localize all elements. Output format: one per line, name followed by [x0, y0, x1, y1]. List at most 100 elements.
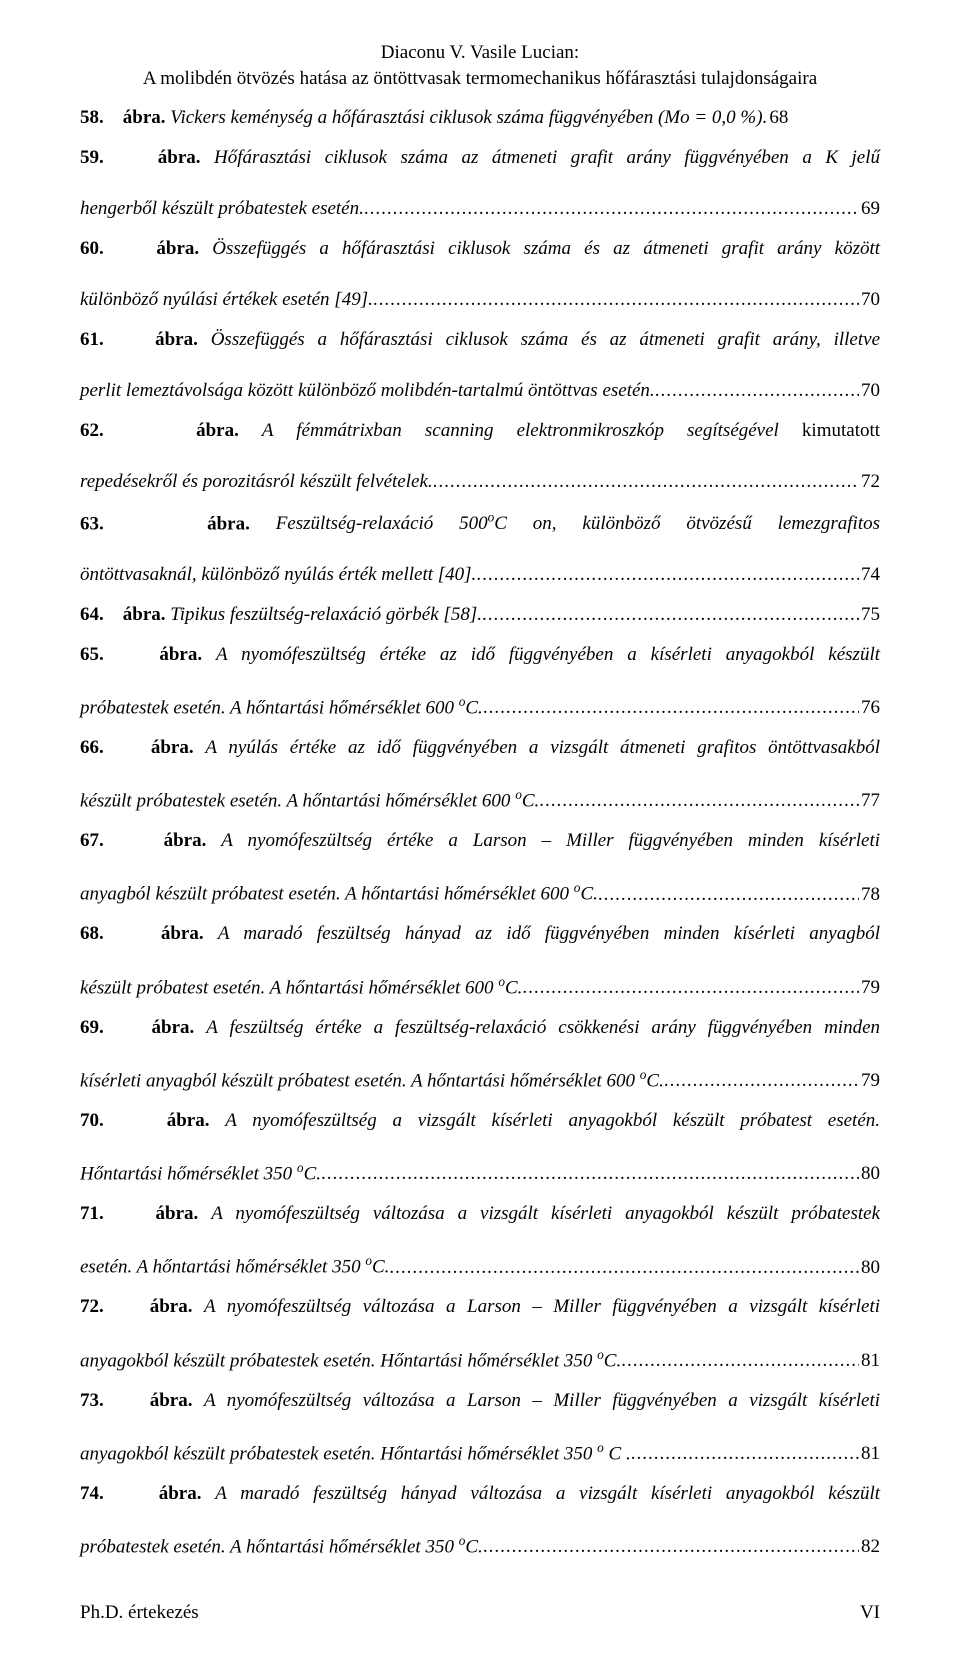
entry-number: 65.	[80, 644, 104, 665]
entry-label: ábra.	[158, 147, 201, 168]
figure-entry: 71. ábra. A nyomófeszültség változása a …	[80, 1201, 880, 1280]
entry-number: 58.	[80, 107, 104, 128]
entry-number: 61.	[80, 329, 104, 350]
entry-page: 77	[859, 788, 880, 814]
entry-label: ábra.	[150, 1296, 193, 1317]
entry-number: 70.	[80, 1110, 104, 1131]
entry-number: 68.	[80, 923, 104, 944]
entry-number: 64.	[80, 604, 104, 625]
entry-label: ábra.	[159, 1483, 202, 1504]
entry-label: ábra.	[150, 1390, 193, 1411]
entry-number: 59.	[80, 147, 104, 168]
header-author: Diaconu V. Vasile Lucian:	[80, 40, 880, 66]
entry-number: 60.	[80, 238, 104, 259]
entry-label: ábra.	[161, 923, 204, 944]
entry-caption: A maradó feszültség hányad változása a v…	[215, 1483, 880, 1504]
dot-leader: ........................................…	[482, 602, 859, 628]
entry-caption-tail: próbatestek esetén. A hőntartási hőmérsé…	[80, 693, 483, 721]
entry-caption: A fémmátrixban scanning elektronmikroszk…	[262, 420, 880, 441]
entry-caption: Vickers keménység a hőfárasztási cikluso…	[170, 107, 767, 128]
entry-caption-tail: Hőntartási hőmérséklet 350 oC.	[80, 1159, 321, 1187]
dot-leader: ........................................…	[483, 1534, 859, 1560]
entry-page: 81	[859, 1348, 880, 1374]
entry-number: 72.	[80, 1296, 104, 1317]
entry-caption-tail: anyagokból készült próbatestek esetén. H…	[80, 1439, 631, 1467]
entry-page: 78	[859, 882, 880, 908]
header-title: A molibdén ötvözés hatása az öntöttvasak…	[80, 66, 880, 92]
entry-caption: A nyomófeszültség a vizsgált kísérleti a…	[225, 1110, 880, 1131]
figure-entry: 74. ábra. A maradó feszültség hányad vál…	[80, 1481, 880, 1560]
dot-leader: ........................................…	[373, 287, 859, 313]
figure-entry: 61. ábra. Összefüggés a hőfárasztási cik…	[80, 327, 880, 404]
entry-caption-tail: esetén. A hőntartási hőmérséklet 350 oC.	[80, 1252, 389, 1280]
page-header: Diaconu V. Vasile Lucian: A molibdén ötv…	[80, 40, 880, 91]
entry-label: ábra.	[156, 238, 199, 259]
entry-caption: Hőfárasztási ciklusok száma az átmeneti …	[214, 147, 880, 168]
dot-leader: ........................................…	[483, 695, 859, 721]
entry-page: 79	[859, 1068, 880, 1094]
entry-label: ábra.	[159, 644, 202, 665]
entry-label: ábra.	[123, 604, 166, 625]
entry-number: 66.	[80, 737, 104, 758]
entry-caption-tail: hengerből készült próbatestek esetén.	[80, 196, 364, 222]
entry-caption: A nyomófeszültség értéke az idő függvény…	[216, 644, 880, 665]
entry-label: ábra.	[151, 737, 194, 758]
entry-label: ábra.	[156, 1203, 199, 1224]
entry-caption-tail: különböző nyúlási értékek esetén [49].	[80, 287, 373, 313]
figure-entry: 59. ábra. Hőfárasztási ciklusok száma az…	[80, 145, 880, 222]
entry-caption-tail: próbatestek esetén. A hőntartási hőmérsé…	[80, 1532, 483, 1560]
entry-label: ábra.	[164, 830, 207, 851]
entry-number: 67.	[80, 830, 104, 851]
entry-caption: A nyúlás értéke az idő függvényében a vi…	[205, 737, 880, 758]
entry-label: ábra.	[155, 329, 198, 350]
entry-label: ábra.	[196, 420, 239, 441]
entry-caption: A nyomófeszültség változása a vizsgált k…	[211, 1203, 880, 1224]
entry-caption-tail: kísérleti anyagból készült próbatest ese…	[80, 1066, 664, 1094]
figure-entry: 66. ábra. A nyúlás értéke az idő függvén…	[80, 735, 880, 814]
entry-page: 72	[859, 469, 880, 495]
dot-leader: ........................................…	[655, 378, 859, 404]
figure-entry: 68. ábra. A maradó feszültség hányad az …	[80, 921, 880, 1000]
entry-number: 74.	[80, 1483, 104, 1504]
dot-leader: ........................................…	[598, 882, 859, 908]
entry-page: 76	[859, 695, 880, 721]
entry-caption: Összefüggés a hőfárasztási ciklusok szám…	[212, 238, 880, 259]
figure-entry: 63. ábra. Feszültség-relaxáció 500oC on,…	[80, 509, 880, 588]
dot-leader: ........................................…	[621, 1348, 859, 1374]
dot-leader: ........................................…	[539, 788, 859, 814]
entry-caption: A nyomófeszültség változása a Larson – M…	[204, 1390, 880, 1411]
entry-caption-tail: készült próbatest esetén. A hőntartási h…	[80, 973, 522, 1001]
figure-entry: 67. ábra. A nyomófeszültség értéke a Lar…	[80, 828, 880, 907]
entry-label: ábra.	[123, 107, 166, 128]
entry-number: 71.	[80, 1203, 104, 1224]
entry-caption-tail: repedésekről és porozitásról készült fel…	[80, 469, 433, 495]
entry-page: 82	[859, 1534, 880, 1560]
figure-entry: 62. ábra. A fémmátrixban scanning elektr…	[80, 418, 880, 495]
entry-page: 80	[859, 1161, 880, 1187]
entry-caption: A maradó feszültség hányad az idő függvé…	[218, 923, 880, 944]
dot-leader: ........................................…	[522, 975, 859, 1001]
entry-number: 62.	[80, 420, 104, 441]
figure-entry: 70. ábra. A nyomófeszültség a vizsgált k…	[80, 1108, 880, 1187]
entry-caption: A nyomófeszültség változása a Larson – M…	[204, 1296, 880, 1317]
figure-entry: 58. ábra. Vickers keménység a hőfárasztá…	[80, 105, 880, 131]
entry-page: 79	[859, 975, 880, 1001]
entry-caption-tail: készült próbatestek esetén. A hőntartási…	[80, 786, 539, 814]
entry-label: ábra.	[207, 513, 250, 534]
entry-caption: A nyomófeszültség értéke a Larson – Mill…	[221, 830, 880, 851]
footer-right: VI	[860, 1600, 880, 1626]
figure-entry: 72. ábra. A nyomófeszültség változása a …	[80, 1294, 880, 1373]
entry-caption: Feszültség-relaxáció 500oC on, különböző…	[276, 513, 880, 534]
entry-page: 74	[859, 562, 880, 588]
page-footer: Ph.D. értekezés VI	[80, 1600, 880, 1626]
figure-list: 58. ábra. Vickers keménység a hőfárasztá…	[80, 105, 880, 1560]
entry-caption: Tipikus feszültség-relaxáció görbék [58]…	[170, 604, 482, 625]
entry-page: 69	[859, 196, 880, 222]
entry-number: 69.	[80, 1017, 104, 1038]
figure-entry: 65. ábra. A nyomófeszültség értéke az id…	[80, 642, 880, 721]
entry-caption-tail: öntöttvasaknál, különböző nyúlás érték m…	[80, 562, 476, 588]
entry-caption-tail: perlit lemeztávolsága között különböző m…	[80, 378, 655, 404]
dot-leader: ........................................…	[321, 1161, 859, 1187]
figure-entry: 64. ábra. Tipikus feszültség-relaxáció g…	[80, 602, 880, 628]
entry-caption: Összefüggés a hőfárasztási ciklusok szám…	[211, 329, 880, 350]
